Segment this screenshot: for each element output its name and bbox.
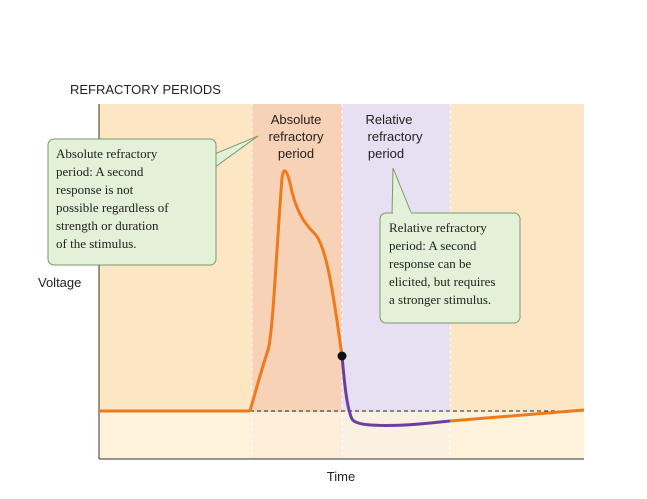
svg-text:period: A second: period: A second (56, 164, 144, 179)
svg-text:refractory: refractory (269, 129, 324, 144)
transition-point (337, 351, 347, 361)
svg-text:Absolute refractory: Absolute refractory (56, 146, 158, 161)
relative-zone-label: Relative refractory period (366, 112, 423, 161)
y-axis-label: Voltage (38, 275, 81, 290)
svg-text:a stronger stimulus.: a stronger stimulus. (389, 292, 491, 307)
svg-text:Relative refractory: Relative refractory (389, 220, 487, 235)
svg-text:Relative: Relative (366, 112, 413, 127)
svg-text:period: period (278, 146, 314, 161)
svg-text:of the stimulus.: of the stimulus. (56, 236, 137, 251)
trace-recovery (449, 408, 585, 423)
diagram-title: REFRACTORY PERIODS (70, 82, 221, 97)
svg-text:response is not: response is not (56, 182, 134, 197)
svg-text:elicited, but requires: elicited, but requires (389, 274, 496, 289)
svg-text:period: period (368, 146, 404, 161)
svg-text:refractory: refractory (368, 129, 423, 144)
trace-absolute-phase (248, 169, 344, 412)
svg-text:period: A second: period: A second (389, 238, 477, 253)
relative-refractory-callout: Relative refractory period: A second res… (379, 212, 521, 324)
svg-text:Absolute: Absolute (271, 112, 322, 127)
absolute-refractory-zone (252, 104, 342, 459)
absolute-refractory-callout: Absolute refractory period: A second res… (47, 138, 217, 266)
svg-text:response can be: response can be (389, 256, 472, 271)
svg-text:possible regardless of: possible regardless of (56, 200, 169, 215)
svg-text:strength or duration: strength or duration (56, 218, 159, 233)
x-axis-label: Time (327, 469, 355, 484)
trace-relative-phase (340, 355, 451, 427)
absolute-zone-label: Absolute refractory period (269, 112, 324, 161)
